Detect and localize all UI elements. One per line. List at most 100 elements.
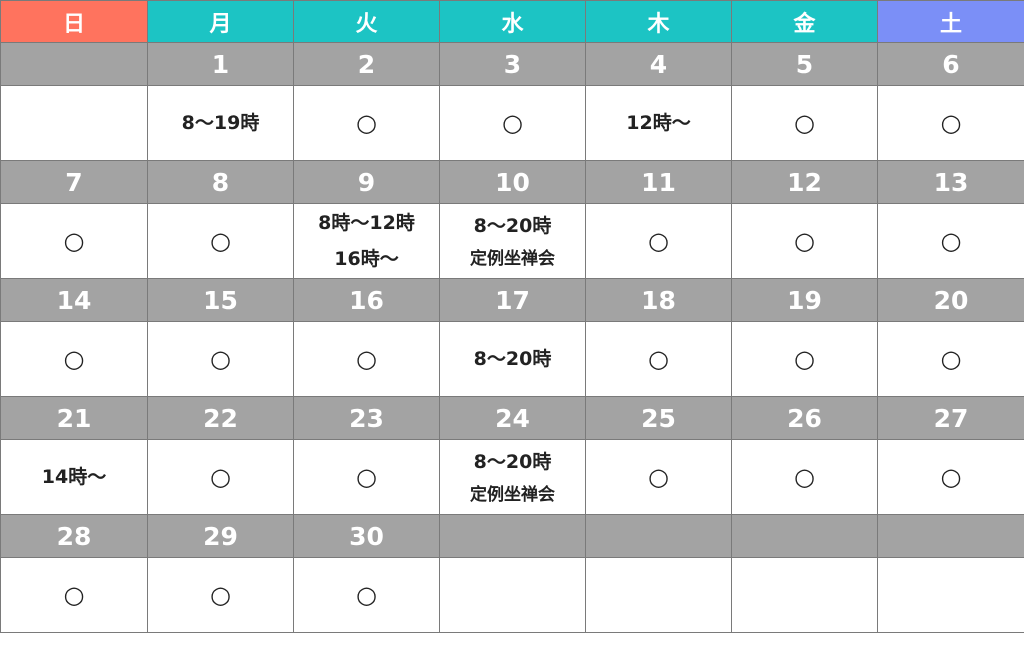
date-row: 14 15 16 17 18 19 20 [0,278,1024,322]
date-cell: 16 [293,278,440,322]
time-label: 8〜20時 [473,451,552,473]
schedule-row: 14時〜 ○ ○ 8〜20時定例坐禅会 ○ ○ ○ [0,439,1024,515]
schedule-cell: ○ [877,321,1024,397]
available-circle: ○ [356,581,377,609]
schedule-cell: 8〜20時定例坐禅会 [439,439,586,515]
date-cell: 30 [293,514,440,558]
weekday-header: 水 [439,0,586,43]
weekday-header-row: 日月火水木金土 [0,0,1024,43]
date-cell [731,514,878,558]
weekday-header: 木 [585,0,732,43]
schedule-cell [439,557,586,633]
schedule-cell: ○ [147,321,294,397]
available-circle: ○ [210,581,231,609]
date-cell: 17 [439,278,586,322]
available-circle: ○ [794,345,815,373]
schedule-row: 8〜19時 ○ ○ 12時〜 ○ ○ [0,85,1024,161]
date-row: 21 22 23 24 25 26 27 [0,396,1024,440]
date-cell [0,42,148,86]
available-circle: ○ [648,227,669,255]
date-cell: 18 [585,278,732,322]
schedule-cell: ○ [147,203,294,279]
date-cell: 7 [0,160,148,204]
available-circle: ○ [210,227,231,255]
weekday-header: 土 [877,0,1024,43]
date-cell: 11 [585,160,732,204]
date-cell: 15 [147,278,294,322]
time-label: 14時〜 [41,466,107,488]
available-circle: ○ [794,463,815,491]
available-circle: ○ [63,227,85,255]
schedule-cell: ○ [731,321,878,397]
available-circle: ○ [648,345,669,373]
date-cell [439,514,586,558]
schedule-cell: ○ [877,203,1024,279]
date-cell [585,514,732,558]
schedule-cell: ○ [877,85,1024,161]
schedule-cell: ○ [147,557,294,633]
date-cell: 1 [147,42,294,86]
date-cell: 6 [877,42,1024,86]
schedule-cell: ○ [439,85,586,161]
schedule-cell: ○ [877,439,1024,515]
available-circle: ○ [940,463,962,491]
date-cell: 25 [585,396,732,440]
schedule-cell [0,85,148,161]
event-label: 定例坐禅会 [470,249,555,269]
date-cell: 28 [0,514,148,558]
time-label: 8〜20時 [473,215,552,237]
schedule-cell: 8時〜12時 16時〜 [293,203,440,279]
available-circle: ○ [356,345,377,373]
schedule-cell [585,557,732,633]
schedule-row: ○ ○ 8時〜12時 16時〜 8〜20時 定例坐禅会 ○ ○ ○ [0,203,1024,279]
available-circle: ○ [63,581,85,609]
date-cell: 26 [731,396,878,440]
event-label: 定例坐禅会 [470,485,555,505]
date-cell: 27 [877,396,1024,440]
available-circle: ○ [940,109,962,137]
date-cell: 2 [293,42,440,86]
schedule-cell [877,557,1024,633]
available-circle: ○ [210,463,231,491]
available-circle: ○ [502,109,523,137]
schedule-cell: ○ [731,439,878,515]
time-label: 12時〜 [626,112,691,134]
schedule-cell: ○ [0,557,148,633]
schedule-cell: ○ [585,321,732,397]
schedule-cell: ○ [0,321,148,397]
available-circle: ○ [648,463,669,491]
schedule-cell: 8〜20時定例坐禅会 [439,203,586,279]
available-circle: ○ [794,109,815,137]
date-cell: 12 [731,160,878,204]
time-label: 8時〜12時 [318,212,415,234]
schedule-cell: 12時〜 [585,85,732,161]
date-row: 7 8 9 10 11 12 13 [0,160,1024,204]
weekday-header: 金 [731,0,878,43]
schedule-cell: ○ [293,85,440,161]
date-cell: 19 [731,278,878,322]
schedule-cell: ○ [293,557,440,633]
date-cell: 8 [147,160,294,204]
schedule-cell: 8〜19時 [147,85,294,161]
schedule-cell: ○ [293,439,440,515]
schedule-row: ○ ○ ○ 8〜20時 ○ ○ ○ [0,321,1024,397]
date-cell: 14 [0,278,148,322]
date-cell: 13 [877,160,1024,204]
schedule-cell: ○ [0,203,148,279]
date-cell: 22 [147,396,294,440]
date-cell: 10 [439,160,586,204]
schedule-cell: ○ [585,203,732,279]
schedule-row: ○ ○ ○ [0,557,1024,633]
schedule-cell: ○ [293,321,440,397]
schedule-cell: ○ [147,439,294,515]
available-circle: ○ [210,345,231,373]
available-circle: ○ [940,345,962,373]
schedule-cell: ○ [731,85,878,161]
date-cell: 23 [293,396,440,440]
available-circle: ○ [356,463,377,491]
weekday-header: 火 [293,0,440,43]
date-row: 28 29 30 [0,514,1024,558]
date-cell: 5 [731,42,878,86]
date-cell: 20 [877,278,1024,322]
